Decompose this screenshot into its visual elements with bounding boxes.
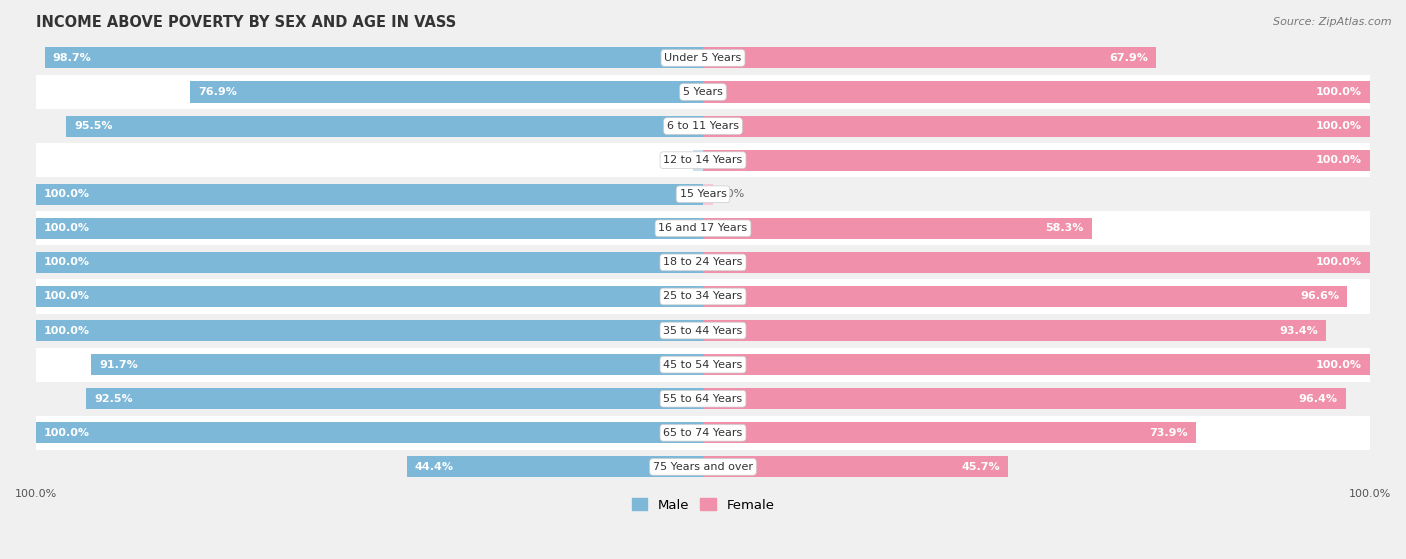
Bar	[37, 252, 703, 273]
Bar	[37, 450, 1369, 484]
Bar	[703, 82, 1369, 102]
Text: 0.0%: 0.0%	[661, 155, 690, 165]
Text: 55 to 64 Years: 55 to 64 Years	[664, 394, 742, 404]
Text: 100.0%: 100.0%	[1316, 359, 1362, 369]
Bar	[37, 382, 1369, 416]
Text: 100.0%: 100.0%	[1316, 257, 1362, 267]
Text: 12 to 14 Years: 12 to 14 Years	[664, 155, 742, 165]
Text: Under 5 Years: Under 5 Years	[665, 53, 741, 63]
Text: 18 to 24 Years: 18 to 24 Years	[664, 257, 742, 267]
Text: 5 Years: 5 Years	[683, 87, 723, 97]
Legend: Male, Female: Male, Female	[626, 493, 780, 517]
Bar	[703, 48, 1156, 69]
Bar	[45, 48, 703, 69]
Bar	[703, 116, 1369, 136]
Bar	[37, 218, 703, 239]
Bar	[190, 82, 703, 102]
Bar	[406, 456, 703, 477]
Bar	[703, 422, 1197, 443]
Text: 98.7%: 98.7%	[53, 53, 91, 63]
Bar	[37, 280, 1369, 314]
Bar	[703, 354, 1369, 375]
Text: 73.9%: 73.9%	[1149, 428, 1188, 438]
Text: 6 to 11 Years: 6 to 11 Years	[666, 121, 740, 131]
Bar	[703, 150, 1369, 170]
Text: 45.7%: 45.7%	[962, 462, 1000, 472]
Text: 96.6%: 96.6%	[1301, 291, 1339, 301]
Text: 35 to 44 Years: 35 to 44 Years	[664, 325, 742, 335]
Bar	[703, 184, 713, 205]
Bar	[37, 143, 1369, 177]
Text: 100.0%: 100.0%	[44, 223, 90, 233]
Text: 100.0%: 100.0%	[1316, 155, 1362, 165]
Bar	[703, 320, 1326, 341]
Text: 91.7%: 91.7%	[100, 359, 138, 369]
Bar	[37, 422, 703, 443]
Bar	[37, 320, 703, 341]
Text: 100.0%: 100.0%	[44, 428, 90, 438]
Bar	[37, 348, 1369, 382]
Bar	[703, 286, 1347, 307]
Bar	[66, 116, 703, 136]
Bar	[37, 211, 1369, 245]
Text: 100.0%: 100.0%	[44, 190, 90, 199]
Bar	[37, 245, 1369, 280]
Text: 100.0%: 100.0%	[44, 325, 90, 335]
Text: 45 to 54 Years: 45 to 54 Years	[664, 359, 742, 369]
Bar	[703, 218, 1092, 239]
Text: 75 Years and over: 75 Years and over	[652, 462, 754, 472]
Text: 100.0%: 100.0%	[1316, 87, 1362, 97]
Text: 93.4%: 93.4%	[1279, 325, 1317, 335]
Text: 67.9%: 67.9%	[1109, 53, 1147, 63]
Bar	[37, 75, 1369, 109]
Text: 96.4%: 96.4%	[1299, 394, 1339, 404]
Text: 16 and 17 Years: 16 and 17 Years	[658, 223, 748, 233]
Text: 95.5%: 95.5%	[75, 121, 112, 131]
Bar	[37, 184, 703, 205]
Bar	[91, 354, 703, 375]
Bar	[37, 41, 1369, 75]
Bar	[37, 416, 1369, 450]
Text: 25 to 34 Years: 25 to 34 Years	[664, 291, 742, 301]
Text: 76.9%: 76.9%	[198, 87, 238, 97]
Text: Source: ZipAtlas.com: Source: ZipAtlas.com	[1274, 17, 1392, 27]
Text: 100.0%: 100.0%	[1316, 121, 1362, 131]
Text: 58.3%: 58.3%	[1046, 223, 1084, 233]
Bar	[37, 109, 1369, 143]
Text: 92.5%: 92.5%	[94, 394, 132, 404]
Text: 0.0%: 0.0%	[716, 190, 745, 199]
Bar	[37, 177, 1369, 211]
Bar	[703, 252, 1369, 273]
Text: 65 to 74 Years: 65 to 74 Years	[664, 428, 742, 438]
Bar	[37, 286, 703, 307]
Text: 100.0%: 100.0%	[44, 291, 90, 301]
Text: 15 Years: 15 Years	[679, 190, 727, 199]
Bar	[703, 388, 1346, 409]
Bar	[37, 314, 1369, 348]
Bar	[703, 456, 1008, 477]
Bar	[693, 150, 703, 170]
Text: INCOME ABOVE POVERTY BY SEX AND AGE IN VASS: INCOME ABOVE POVERTY BY SEX AND AGE IN V…	[37, 15, 457, 30]
Bar	[86, 388, 703, 409]
Text: 100.0%: 100.0%	[44, 257, 90, 267]
Text: 44.4%: 44.4%	[415, 462, 454, 472]
